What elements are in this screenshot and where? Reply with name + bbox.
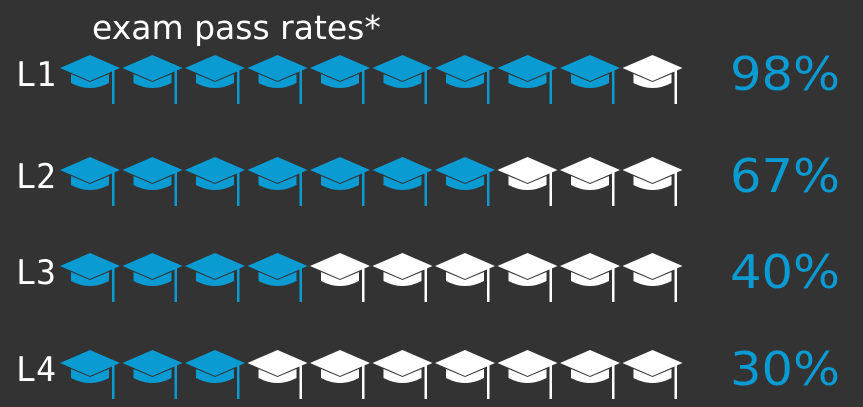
value-label-l4: 30%	[730, 342, 840, 396]
graduation-cap-icon	[60, 350, 120, 399]
value-label-l1: 98%	[730, 47, 840, 101]
graduation-cap-icon	[435, 350, 495, 399]
graduation-cap-icon	[247, 157, 308, 206]
graduation-cap-icon	[435, 157, 495, 206]
graduation-cap-icon	[185, 55, 245, 104]
graduation-cap-icon	[622, 350, 683, 399]
graduation-cap-icon	[435, 55, 495, 104]
graduation-cap-icon	[122, 157, 183, 206]
graduation-cap-icon	[60, 157, 120, 206]
graduation-cap-icon	[122, 253, 183, 302]
graduation-cap-icon	[310, 157, 370, 206]
graduation-cap-icon	[60, 253, 120, 302]
graduation-cap-icon	[122, 350, 183, 399]
row-label-l4: L4	[16, 350, 56, 390]
graduation-cap-icon	[310, 350, 370, 399]
graduation-cap-icon	[185, 350, 245, 399]
graduation-cap-icon	[185, 253, 245, 302]
graduation-cap-icon	[60, 55, 120, 104]
row-label-l3: L3	[16, 253, 56, 293]
graduation-cap-icon	[622, 55, 683, 104]
graduation-cap-icon	[122, 55, 183, 104]
graduation-cap-icon	[247, 253, 308, 302]
graduation-cap-icon	[497, 157, 558, 206]
graduation-cap-icon	[622, 253, 683, 302]
graduation-cap-icon	[560, 157, 620, 206]
row-label-l2: L2	[16, 157, 56, 197]
value-label-l3: 40%	[730, 245, 840, 299]
graduation-cap-icon	[622, 157, 683, 206]
row-label-l1: L1	[16, 55, 56, 95]
graduation-cap-icon	[310, 55, 370, 104]
graduation-cap-icon	[372, 253, 433, 302]
graduation-cap-icon	[372, 350, 433, 399]
graduation-cap-icon	[372, 55, 433, 104]
graduation-cap-icon	[560, 253, 620, 302]
value-label-l2: 67%	[730, 149, 840, 203]
graduation-cap-icon	[247, 350, 308, 399]
graduation-cap-icon	[560, 55, 620, 104]
graduation-cap-icon	[497, 253, 558, 302]
graduation-cap-icon	[497, 350, 558, 399]
graduation-cap-icon	[497, 55, 558, 104]
graduation-cap-icon	[560, 350, 620, 399]
chart-title: exam pass rates*	[92, 8, 381, 47]
graduation-cap-icon	[435, 253, 495, 302]
graduation-cap-icon	[247, 55, 308, 104]
graduation-cap-icon	[310, 253, 370, 302]
graduation-cap-icon	[372, 157, 433, 206]
graduation-cap-icon	[185, 157, 245, 206]
